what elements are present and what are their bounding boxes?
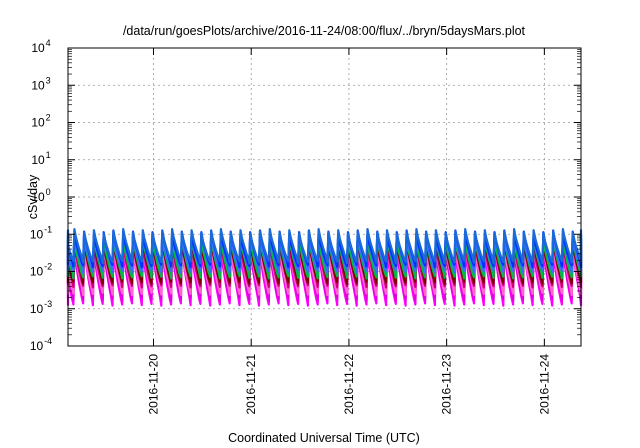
y-tick-exponent: -2 (44, 262, 52, 272)
y-axis-label: cSv/day (26, 174, 40, 219)
y-tick-exponent: 1 (46, 150, 51, 160)
y-tick-exponent: -1 (44, 224, 52, 234)
series-layer (66, 228, 583, 307)
x-tick-label: 2016-11-21 (244, 354, 258, 415)
chart-title: /data/run/goesPlots/archive/2016-11-24/0… (123, 24, 526, 38)
x-axis-label: Coordinated Universal Time (UTC) (228, 431, 420, 445)
y-tick-exponent: 3 (46, 75, 51, 85)
y-tick-label: 10-2 (30, 262, 52, 279)
series-line (66, 242, 583, 297)
y-tick-label: 10-1 (30, 224, 52, 241)
x-tick-label: 2016-11-22 (342, 354, 356, 415)
y-tick-exponent: -3 (44, 299, 52, 309)
y-tick-label: 103 (31, 75, 50, 92)
series-line (66, 236, 583, 285)
x-tick-label: 2016-11-23 (440, 354, 454, 415)
x-axis-ticks: 2016-11-20 2016-11-21 2016-11-22 2016-11-23… (147, 48, 551, 415)
series-line (66, 234, 583, 280)
series-line (66, 230, 583, 274)
y-tick-exponent: 2 (46, 113, 51, 123)
y-tick-label: 102 (31, 113, 50, 130)
y-tick-exponent: 0 (46, 187, 51, 197)
y-tick-label: 104 (31, 38, 50, 55)
y-tick-exponent: 4 (46, 38, 51, 48)
series-line (66, 228, 583, 265)
y-tick-label: 101 (31, 150, 50, 167)
y-tick-exponent: -4 (44, 336, 52, 346)
y-tick-label: 10-4 (30, 336, 52, 353)
y-tick-label: 100 (31, 187, 50, 204)
y-tick-label: 10-3 (30, 299, 52, 316)
x-tick-label: 2016-11-20 (147, 354, 161, 415)
x-tick-label: 2016-11-24 (537, 354, 551, 415)
